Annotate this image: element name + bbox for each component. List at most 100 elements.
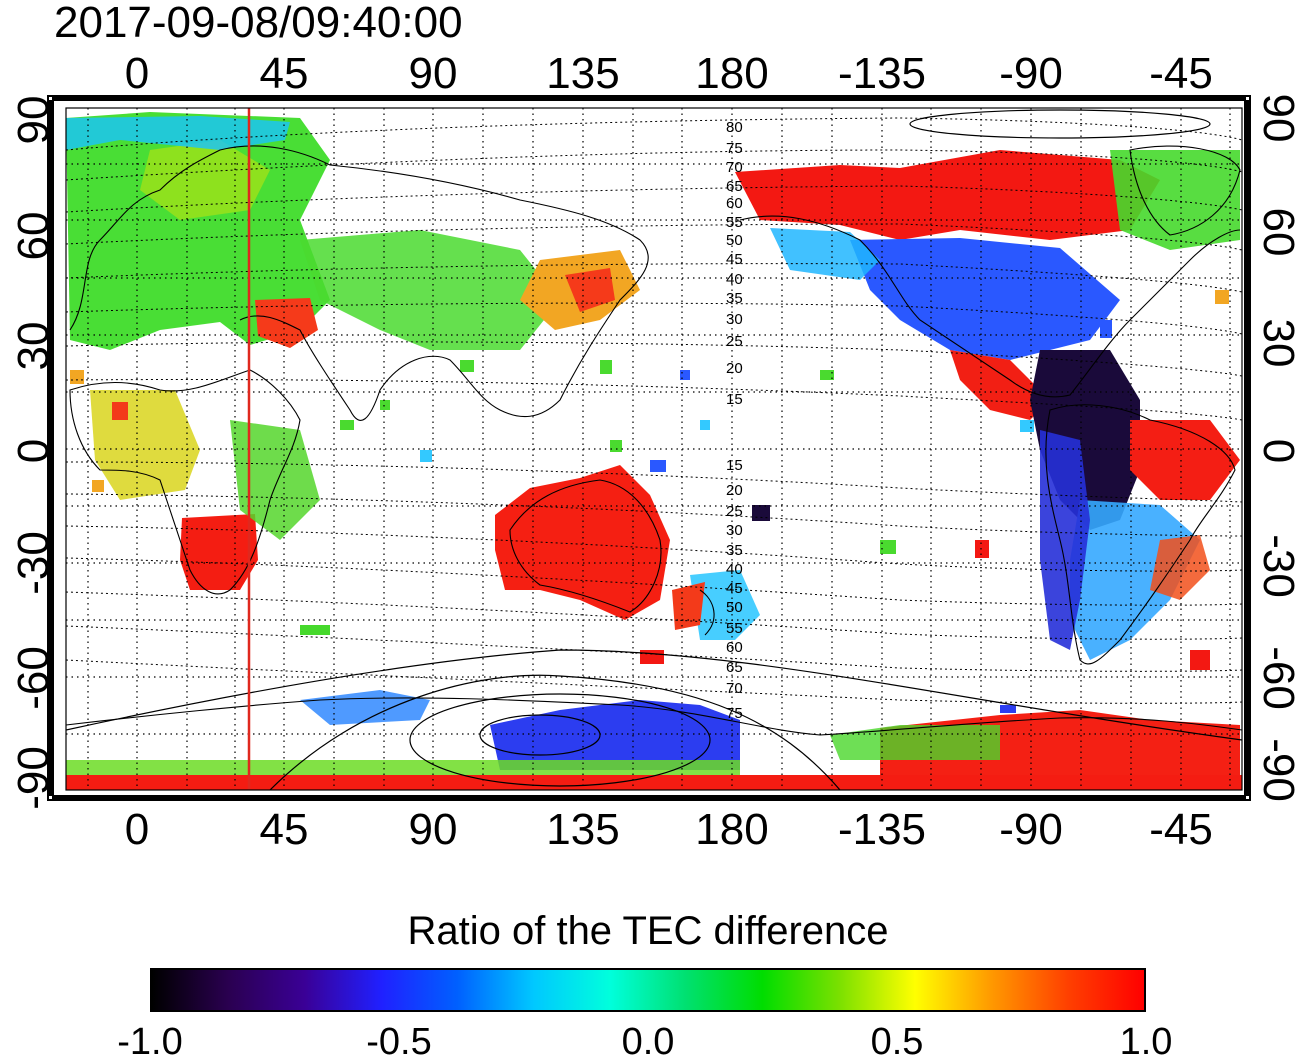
top-tick-label: 45 (259, 49, 309, 98)
patch-new-zealand (690, 570, 760, 640)
pixel-patch (680, 370, 690, 380)
pixel-patch (640, 650, 664, 664)
top-tick-label: -90 (999, 49, 1063, 98)
colorbar-gradient (150, 968, 1146, 1012)
pixel-patch (1215, 290, 1229, 304)
contour-label: 40 (726, 271, 743, 288)
patch-south-atlantic-red (1150, 535, 1210, 600)
patch-japan-red (565, 268, 615, 312)
pixel-patch (70, 370, 84, 384)
polar-contours (66, 109, 1242, 790)
contour-label: 45 (726, 580, 743, 597)
patch-central-america (950, 350, 1050, 420)
pixel-patch (975, 540, 989, 558)
patch-usa-blue (850, 238, 1120, 360)
contour-label: 45 (726, 251, 743, 268)
magnetic-contours (66, 117, 1242, 704)
pixel-patch (752, 505, 770, 521)
pixel-patch (380, 400, 390, 410)
patch-south-america-red (1130, 420, 1240, 500)
pixel-patch (610, 440, 622, 452)
patch-antarctica-west-blue (300, 690, 430, 725)
contour-label: 25 (726, 333, 743, 350)
pixel-patch (820, 370, 834, 380)
coast-greenland (1129, 145, 1241, 236)
coast-antarctica (66, 697, 1242, 736)
pixel-patch (1000, 705, 1016, 713)
coast-new-zealand (699, 589, 715, 636)
pixel-patch (340, 420, 354, 430)
patch-south-africa (180, 514, 258, 590)
tec-data-patches (66, 112, 1242, 790)
pixel-patch (300, 625, 330, 635)
pixel-patch (112, 402, 128, 420)
colorbar-tick-label: 0.0 (621, 1021, 675, 1063)
contour-label: 60 (726, 195, 743, 212)
contour-label: 75 (726, 140, 743, 157)
bottom-tick-label: -90 (999, 805, 1063, 854)
colorbar-tick-label: -1.0 (117, 1021, 183, 1063)
patch-europe-yellow (140, 140, 270, 220)
top-tick-label: 0 (124, 49, 150, 98)
pixel-patch (1020, 420, 1034, 432)
contour-labels: 80 75 70 65 60 55 50 45 40 35 30 25 20 1… (726, 119, 743, 722)
pixel-patch (1190, 650, 1210, 670)
contour-label: 30 (726, 522, 743, 539)
patch-east-asia (300, 230, 560, 350)
bottom-tick-label: -45 (1149, 805, 1213, 854)
contour-label: 65 (726, 178, 743, 195)
timestamp-title: 2017-09-08/09:40:00 (54, 0, 463, 47)
contour-label: 20 (726, 360, 743, 377)
contour-label: 70 (726, 680, 743, 697)
bottom-tick-label: 45 (259, 805, 309, 854)
patch-antarctica-blue (490, 700, 740, 770)
coastlines (66, 145, 1242, 736)
patch-antarctica-green (830, 725, 1000, 760)
pixel-patch (880, 540, 896, 554)
patch-bottom-band-red (66, 775, 1242, 790)
patch-nz-red (672, 582, 705, 630)
coast-eurasia (69, 145, 649, 421)
coast-africa (69, 369, 301, 595)
contour-label: 55 (726, 214, 743, 231)
bottom-tick-label: -135 (837, 805, 927, 854)
bottom-tick-label: 0 (124, 805, 150, 854)
pixel-patch (700, 420, 710, 430)
pixel-patch (600, 360, 612, 374)
top-tick-label: 180 (695, 49, 769, 98)
colorbar-tick-label: 0.5 (870, 1021, 924, 1063)
contour-label: 65 (726, 659, 743, 676)
contour-label: 20 (726, 482, 743, 499)
bottom-tick-label: 135 (546, 805, 620, 854)
patch-usa-cyan (770, 228, 880, 280)
colorbar-tick-label: 1.0 (1119, 1021, 1173, 1063)
patch-africa-yellow (90, 390, 200, 500)
patch-canada-red (735, 150, 1160, 240)
pixel-patch (1100, 320, 1112, 338)
contour-label: 80 (726, 119, 743, 136)
contour-label: 25 (726, 503, 743, 520)
pixel-patch (565, 715, 579, 723)
top-tick-label: 90 (408, 49, 458, 98)
contour-label: 15 (726, 457, 743, 474)
coast-australia (509, 479, 662, 613)
top-tick-label: 135 (546, 49, 620, 98)
contour-label: 35 (726, 290, 743, 307)
pixel-patch (420, 450, 432, 462)
contour-label: 55 (726, 620, 743, 637)
patch-south-america-blue (1040, 430, 1090, 650)
pixel-patch (92, 480, 104, 492)
bottom-tick-label: 180 (695, 805, 769, 854)
bottom-tick-label: 90 (408, 805, 458, 854)
contour-label: 15 (726, 391, 743, 408)
colorbar-tick-label: -0.5 (366, 1021, 432, 1063)
coast-south-america (1045, 404, 1236, 665)
top-tick-label: -45 (1149, 49, 1213, 98)
colorbar-title: Ratio of the TEC difference (407, 909, 889, 953)
contour-label: 70 (726, 159, 743, 176)
pixel-patch (650, 460, 666, 472)
contour-label: 35 (726, 542, 743, 559)
contour-label: 50 (726, 599, 743, 616)
patch-arctic-blue (66, 116, 290, 150)
